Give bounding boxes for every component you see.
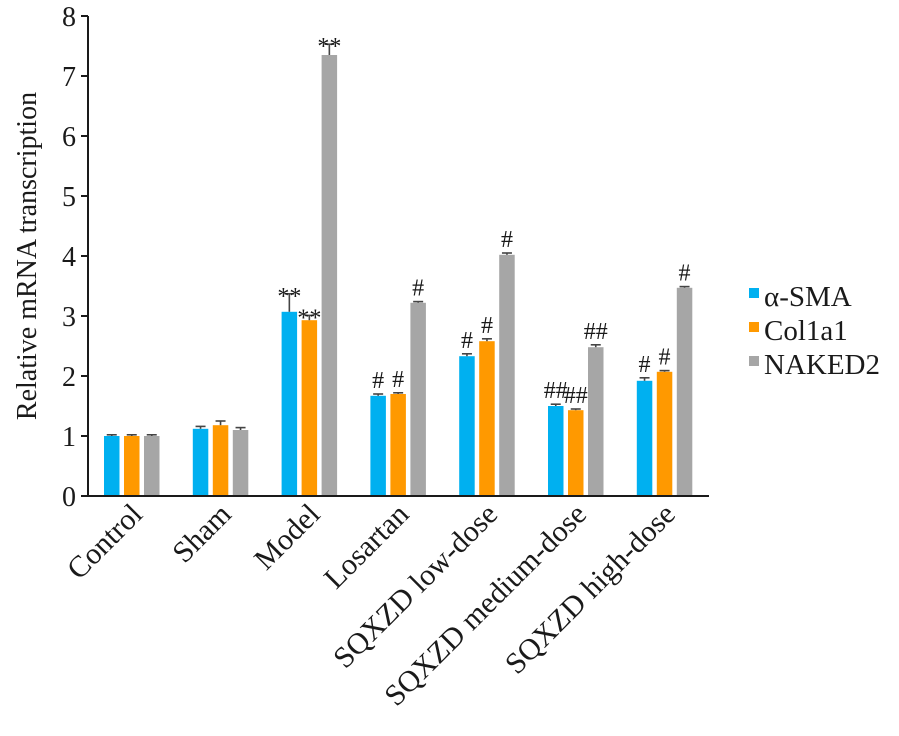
x-tick-label: SQXZD high-dose bbox=[499, 498, 682, 681]
significance-marker: # bbox=[412, 276, 424, 302]
x-tick-label: SQXZD low-dose bbox=[327, 498, 504, 675]
bar bbox=[410, 302, 426, 496]
significance-marker: # bbox=[679, 261, 691, 287]
y-tick-label: 1 bbox=[62, 422, 76, 453]
bar bbox=[124, 436, 140, 496]
bar-group: # # # bbox=[636, 261, 693, 496]
bar bbox=[301, 320, 318, 496]
bar bbox=[676, 287, 693, 496]
bar bbox=[499, 254, 515, 496]
y-tick-label: 3 bbox=[62, 302, 76, 333]
legend-item: Col1a1 bbox=[749, 315, 848, 347]
significance-marker: ** bbox=[297, 305, 321, 331]
x-tick-label: Model bbox=[248, 498, 327, 577]
bar bbox=[636, 380, 653, 496]
bar-group bbox=[192, 420, 249, 496]
y-tick-label: 7 bbox=[62, 62, 76, 93]
y-axis-label: Relative mRNA transcription bbox=[12, 92, 43, 420]
x-tick-label: Sham bbox=[166, 498, 238, 570]
bar bbox=[212, 425, 229, 496]
bar bbox=[321, 55, 338, 496]
legend-label: α-SMA bbox=[764, 281, 852, 313]
significance-marker: # bbox=[372, 368, 384, 394]
bar bbox=[588, 347, 604, 496]
legend-swatch bbox=[749, 288, 759, 298]
significance-marker: ** bbox=[317, 34, 341, 60]
legend-label: Col1a1 bbox=[764, 315, 848, 347]
significance-marker: # bbox=[639, 352, 651, 378]
bar-group: # # # bbox=[459, 227, 515, 496]
bar bbox=[479, 341, 495, 496]
significance-marker: ## bbox=[564, 383, 588, 409]
bar bbox=[104, 436, 120, 496]
significance-marker: ** bbox=[277, 284, 301, 310]
significance-marker: # bbox=[501, 227, 513, 253]
significance-marker: ## bbox=[544, 378, 568, 404]
y-tick-label: 4 bbox=[62, 242, 76, 273]
bar bbox=[390, 394, 406, 496]
significance-marker: # bbox=[461, 328, 473, 354]
bar bbox=[281, 311, 298, 496]
bar-group: ###### bbox=[544, 319, 608, 496]
bar bbox=[656, 371, 673, 496]
y-tick-label: 6 bbox=[62, 122, 76, 153]
bar bbox=[548, 406, 564, 496]
significance-marker: # bbox=[481, 313, 493, 339]
significance-marker: ## bbox=[584, 319, 608, 345]
legend-swatch bbox=[749, 322, 759, 332]
bar-group: ****** bbox=[277, 34, 341, 496]
legend-item: α-SMA bbox=[749, 281, 852, 313]
legend-swatch bbox=[749, 356, 759, 366]
y-tick-label: 8 bbox=[62, 2, 76, 33]
y-tick-label: 2 bbox=[62, 362, 76, 393]
significance-marker: # bbox=[392, 367, 404, 393]
bar bbox=[232, 430, 249, 496]
bar bbox=[459, 356, 475, 496]
bar bbox=[370, 395, 386, 496]
legend-item: NAKED2 bbox=[749, 349, 880, 381]
significance-marker: # bbox=[659, 345, 671, 371]
bar-group: # # # bbox=[370, 276, 426, 496]
y-tick-label: 0 bbox=[62, 482, 76, 513]
bar-group bbox=[104, 433, 160, 496]
y-tick-label: 5 bbox=[62, 182, 76, 213]
legend-label: NAKED2 bbox=[764, 349, 880, 381]
bar bbox=[192, 428, 209, 496]
bar bbox=[144, 436, 160, 496]
bar bbox=[568, 410, 584, 496]
